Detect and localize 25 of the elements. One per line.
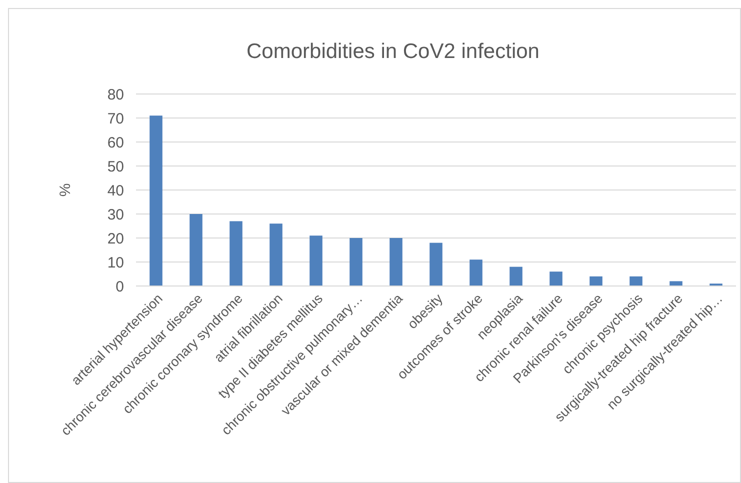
bar [430,242,442,286]
bar [190,214,202,286]
y-tick-label: 80 [107,86,124,104]
y-tick-label: 0 [116,278,124,296]
y-tick-label: 60 [107,134,124,152]
bar [390,238,402,286]
bar [350,238,362,286]
bar [630,276,642,286]
bar [270,224,282,286]
y-tick-label: 10 [107,254,124,272]
bar [670,281,682,286]
bar [590,276,602,286]
bar [310,236,322,286]
y-tick-label: 70 [107,110,124,128]
bar [510,266,522,286]
y-tick-label: 20 [107,230,124,248]
y-tick-label: 30 [107,206,124,224]
y-tick-label: 50 [107,158,124,176]
bar [230,221,242,286]
bar [150,116,162,286]
y-axis-title: % [57,183,74,197]
bar [470,260,482,286]
bar [550,272,562,286]
chart-title: Comorbidities in CoV2 infection [246,40,540,63]
y-tick-label: 40 [107,182,124,200]
